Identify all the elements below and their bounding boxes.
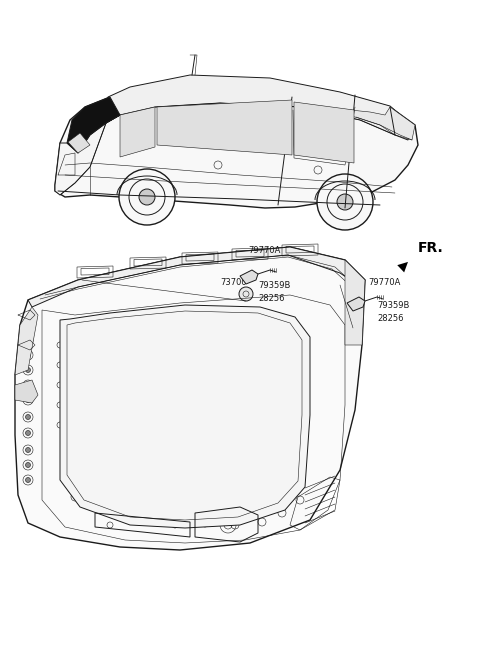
Text: 28256: 28256 [377,314,404,323]
Polygon shape [105,75,412,140]
Circle shape [119,169,175,225]
Text: FR.: FR. [418,241,444,255]
Text: 73700: 73700 [220,278,247,287]
Polygon shape [68,133,90,153]
Circle shape [25,383,31,388]
Circle shape [337,194,353,210]
Polygon shape [340,107,415,140]
Circle shape [346,314,360,328]
Circle shape [25,477,31,483]
Circle shape [25,337,31,343]
Text: 79770A: 79770A [248,246,280,255]
Polygon shape [55,115,120,195]
Circle shape [25,352,31,358]
Circle shape [139,189,155,205]
Circle shape [317,174,373,230]
Circle shape [25,367,31,373]
Circle shape [25,398,31,403]
Circle shape [239,287,253,301]
Polygon shape [15,380,38,403]
Polygon shape [157,100,292,155]
Polygon shape [28,247,365,307]
Polygon shape [240,270,258,284]
Circle shape [25,447,31,453]
Polygon shape [15,247,365,550]
Circle shape [25,462,31,468]
Polygon shape [15,307,38,375]
Polygon shape [67,97,120,153]
Polygon shape [120,107,155,157]
Text: 79359B: 79359B [258,281,290,290]
Polygon shape [347,297,365,311]
Polygon shape [55,77,418,208]
Text: 79770A: 79770A [368,278,400,287]
Circle shape [25,322,31,328]
Polygon shape [345,260,365,345]
Text: 28256: 28256 [258,294,285,303]
Circle shape [25,430,31,436]
Text: 79359B: 79359B [377,301,409,310]
Polygon shape [294,102,354,163]
Circle shape [25,415,31,419]
Polygon shape [60,305,310,528]
